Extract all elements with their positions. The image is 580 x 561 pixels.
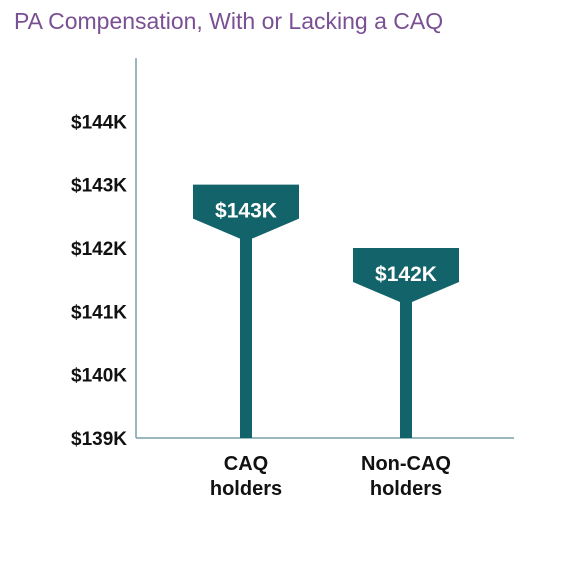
bar-head [193,184,299,239]
y-axis-ticks: $139K $140K $141K $142K $143K $144K [71,112,127,450]
y-tick-label: $143K [71,176,127,197]
bar: $142K [353,248,459,438]
x-axis-labels: CAQ holders Non-CAQ holders [210,453,451,500]
bar-stem [400,296,412,438]
bar-stem [240,232,252,438]
y-tick-label: $144K [71,112,127,133]
chart-title: PA Compensation, With or Lacking a CAQ [14,8,444,34]
y-tick-label: $139K [71,429,127,450]
y-tick-label: $141K [71,302,127,323]
x-tick-label: CAQ holders [210,453,282,500]
x-tick-label: Non-CAQ holders [361,453,451,500]
data-label: $143K [215,200,277,223]
bar: $143K [193,184,299,438]
y-tick-label: $140K [71,366,127,387]
data-label: $142K [375,263,437,286]
axes [135,58,514,439]
bars: $143K $142K [193,184,459,438]
bar-head [353,248,459,302]
y-tick-label: $142K [71,239,127,260]
